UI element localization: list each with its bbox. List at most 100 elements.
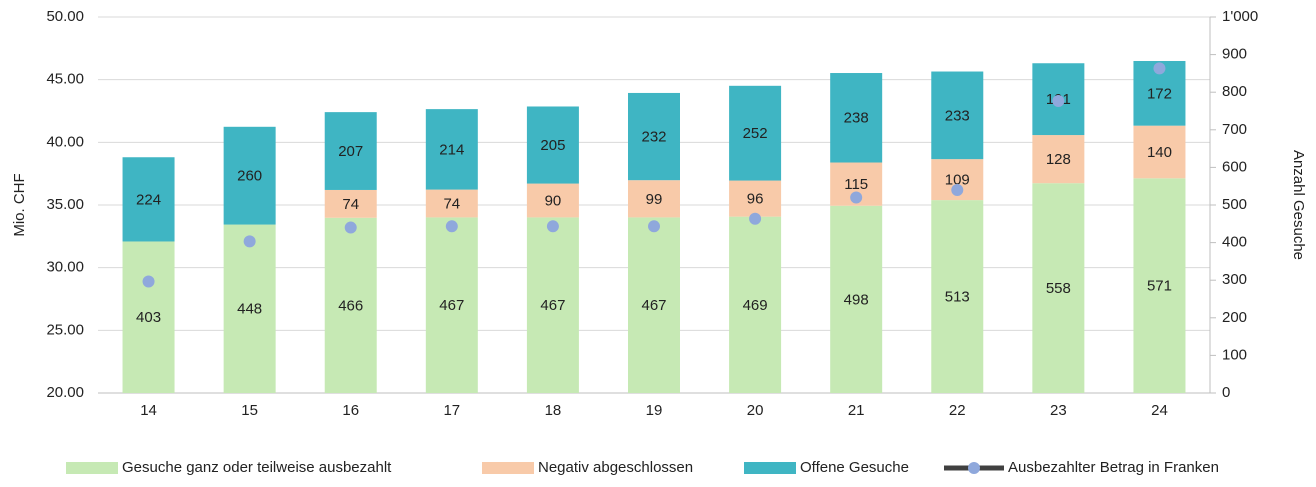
data-label: 466	[338, 297, 363, 314]
y2-tick-label: 500	[1222, 196, 1247, 213]
y2-tick-label: 600	[1222, 158, 1247, 175]
y2-tick-label: 700	[1222, 121, 1247, 138]
x-tick-label: 14	[140, 402, 157, 419]
legend-swatch	[744, 462, 796, 474]
legend-swatch	[482, 462, 534, 474]
data-label: 205	[540, 137, 565, 154]
line-marker	[1153, 62, 1166, 75]
data-label: 224	[136, 191, 161, 208]
bar-segment	[628, 92, 680, 181]
data-label: 467	[641, 297, 666, 314]
data-label: 214	[439, 141, 464, 158]
line-marker	[749, 212, 762, 225]
bar-segment	[425, 189, 478, 218]
x-tick-label: 16	[342, 402, 359, 419]
y2-tick-label: 1'000	[1222, 8, 1258, 25]
line-marker	[546, 220, 559, 233]
bar-segment	[425, 217, 478, 393]
legend-label: Offene Gesuche	[800, 459, 909, 476]
bar-segment	[1133, 125, 1186, 179]
y-tick-label: 30.00	[46, 259, 84, 276]
x-tick-label: 20	[747, 402, 764, 419]
bar-segment	[324, 217, 377, 393]
x-tick-label: 17	[443, 402, 460, 419]
bar-segment	[526, 183, 579, 218]
data-label: 99	[646, 191, 663, 208]
bar-segment	[830, 205, 883, 393]
data-label: 467	[439, 297, 464, 314]
line-marker	[1052, 94, 1065, 107]
bar-segment	[931, 71, 984, 160]
bar-segment	[1133, 178, 1186, 393]
y-tick-label: 45.00	[46, 71, 84, 88]
legend-label: Ausbezahlter Betrag in Franken	[1008, 459, 1219, 476]
line-marker	[850, 191, 863, 204]
line-marker	[648, 220, 660, 233]
line-marker	[951, 183, 964, 196]
legend-swatch	[66, 462, 118, 474]
y2-tick-label: 200	[1222, 309, 1247, 326]
line-marker	[344, 221, 357, 234]
data-label: 571	[1147, 278, 1172, 295]
bar-segment	[729, 85, 782, 181]
bar-segment	[729, 216, 782, 393]
data-label: 498	[844, 291, 869, 308]
y2-axis-title: Anzahl Gesuche	[1290, 150, 1307, 260]
data-label: 109	[945, 172, 970, 189]
bar-segment	[931, 200, 984, 393]
y-tick-label: 20.00	[46, 384, 84, 401]
y-axis-title: Mio. CHF	[11, 173, 28, 236]
y2-tick-label: 100	[1222, 346, 1247, 363]
bar-segment	[628, 180, 680, 218]
legend-marker	[968, 462, 980, 474]
x-tick-label: 23	[1050, 402, 1067, 419]
line-marker	[142, 275, 155, 288]
bar-segment	[122, 157, 175, 242]
legend-label: Gesuche ganz oder teilweise ausbezahlt	[122, 459, 392, 476]
line-marker	[243, 235, 256, 248]
bar-segment	[1032, 135, 1085, 184]
data-label: 233	[945, 107, 970, 124]
data-label: 467	[540, 297, 565, 314]
data-label: 232	[641, 129, 666, 146]
y2-tick-label: 0	[1222, 384, 1230, 401]
legend-label: Negativ abgeschlossen	[538, 459, 693, 476]
data-label: 115	[844, 176, 868, 193]
y2-tick-label: 800	[1222, 83, 1247, 100]
x-tick-label: 15	[241, 402, 258, 419]
data-label: 448	[237, 301, 262, 318]
data-label: 403	[136, 309, 161, 326]
data-label: 558	[1046, 280, 1071, 297]
data-label: 207	[338, 143, 363, 160]
data-label: 96	[747, 191, 764, 208]
bar-segment	[324, 189, 377, 218]
data-label: 74	[342, 196, 359, 213]
x-tick-label: 22	[949, 402, 966, 419]
bar-segment	[425, 109, 478, 190]
data-label: 140	[1147, 144, 1172, 161]
line-marker	[445, 220, 458, 233]
data-label: 238	[844, 110, 869, 127]
data-label: 74	[443, 195, 460, 212]
y-tick-label: 50.00	[46, 8, 84, 25]
bar-segment	[526, 217, 579, 393]
bar-segment	[830, 73, 883, 163]
data-label: 513	[945, 289, 970, 306]
data-label: 252	[743, 125, 768, 142]
x-tick-label: 21	[848, 402, 865, 419]
data-label: 172	[1147, 85, 1172, 102]
bar-segment	[526, 106, 579, 184]
data-label: 90	[545, 192, 562, 209]
bar-segment	[122, 241, 175, 393]
bar-segment	[729, 180, 782, 217]
data-label: 128	[1046, 151, 1071, 168]
x-tick-label: 19	[646, 402, 663, 419]
y-tick-label: 25.00	[46, 321, 84, 338]
data-label: 260	[237, 168, 262, 185]
y-tick-label: 35.00	[46, 196, 84, 213]
data-label: 469	[743, 297, 768, 314]
bar-segment	[1032, 183, 1085, 393]
y2-tick-label: 300	[1222, 271, 1247, 288]
bar-segment	[223, 224, 276, 393]
